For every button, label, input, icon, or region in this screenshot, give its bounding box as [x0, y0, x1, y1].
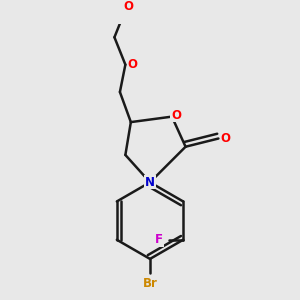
Text: O: O: [220, 132, 230, 145]
Text: O: O: [123, 0, 133, 13]
Text: N: N: [145, 176, 155, 189]
Text: O: O: [171, 109, 181, 122]
Text: F: F: [155, 233, 163, 246]
Text: Br: Br: [142, 277, 158, 290]
Text: O: O: [127, 58, 137, 71]
